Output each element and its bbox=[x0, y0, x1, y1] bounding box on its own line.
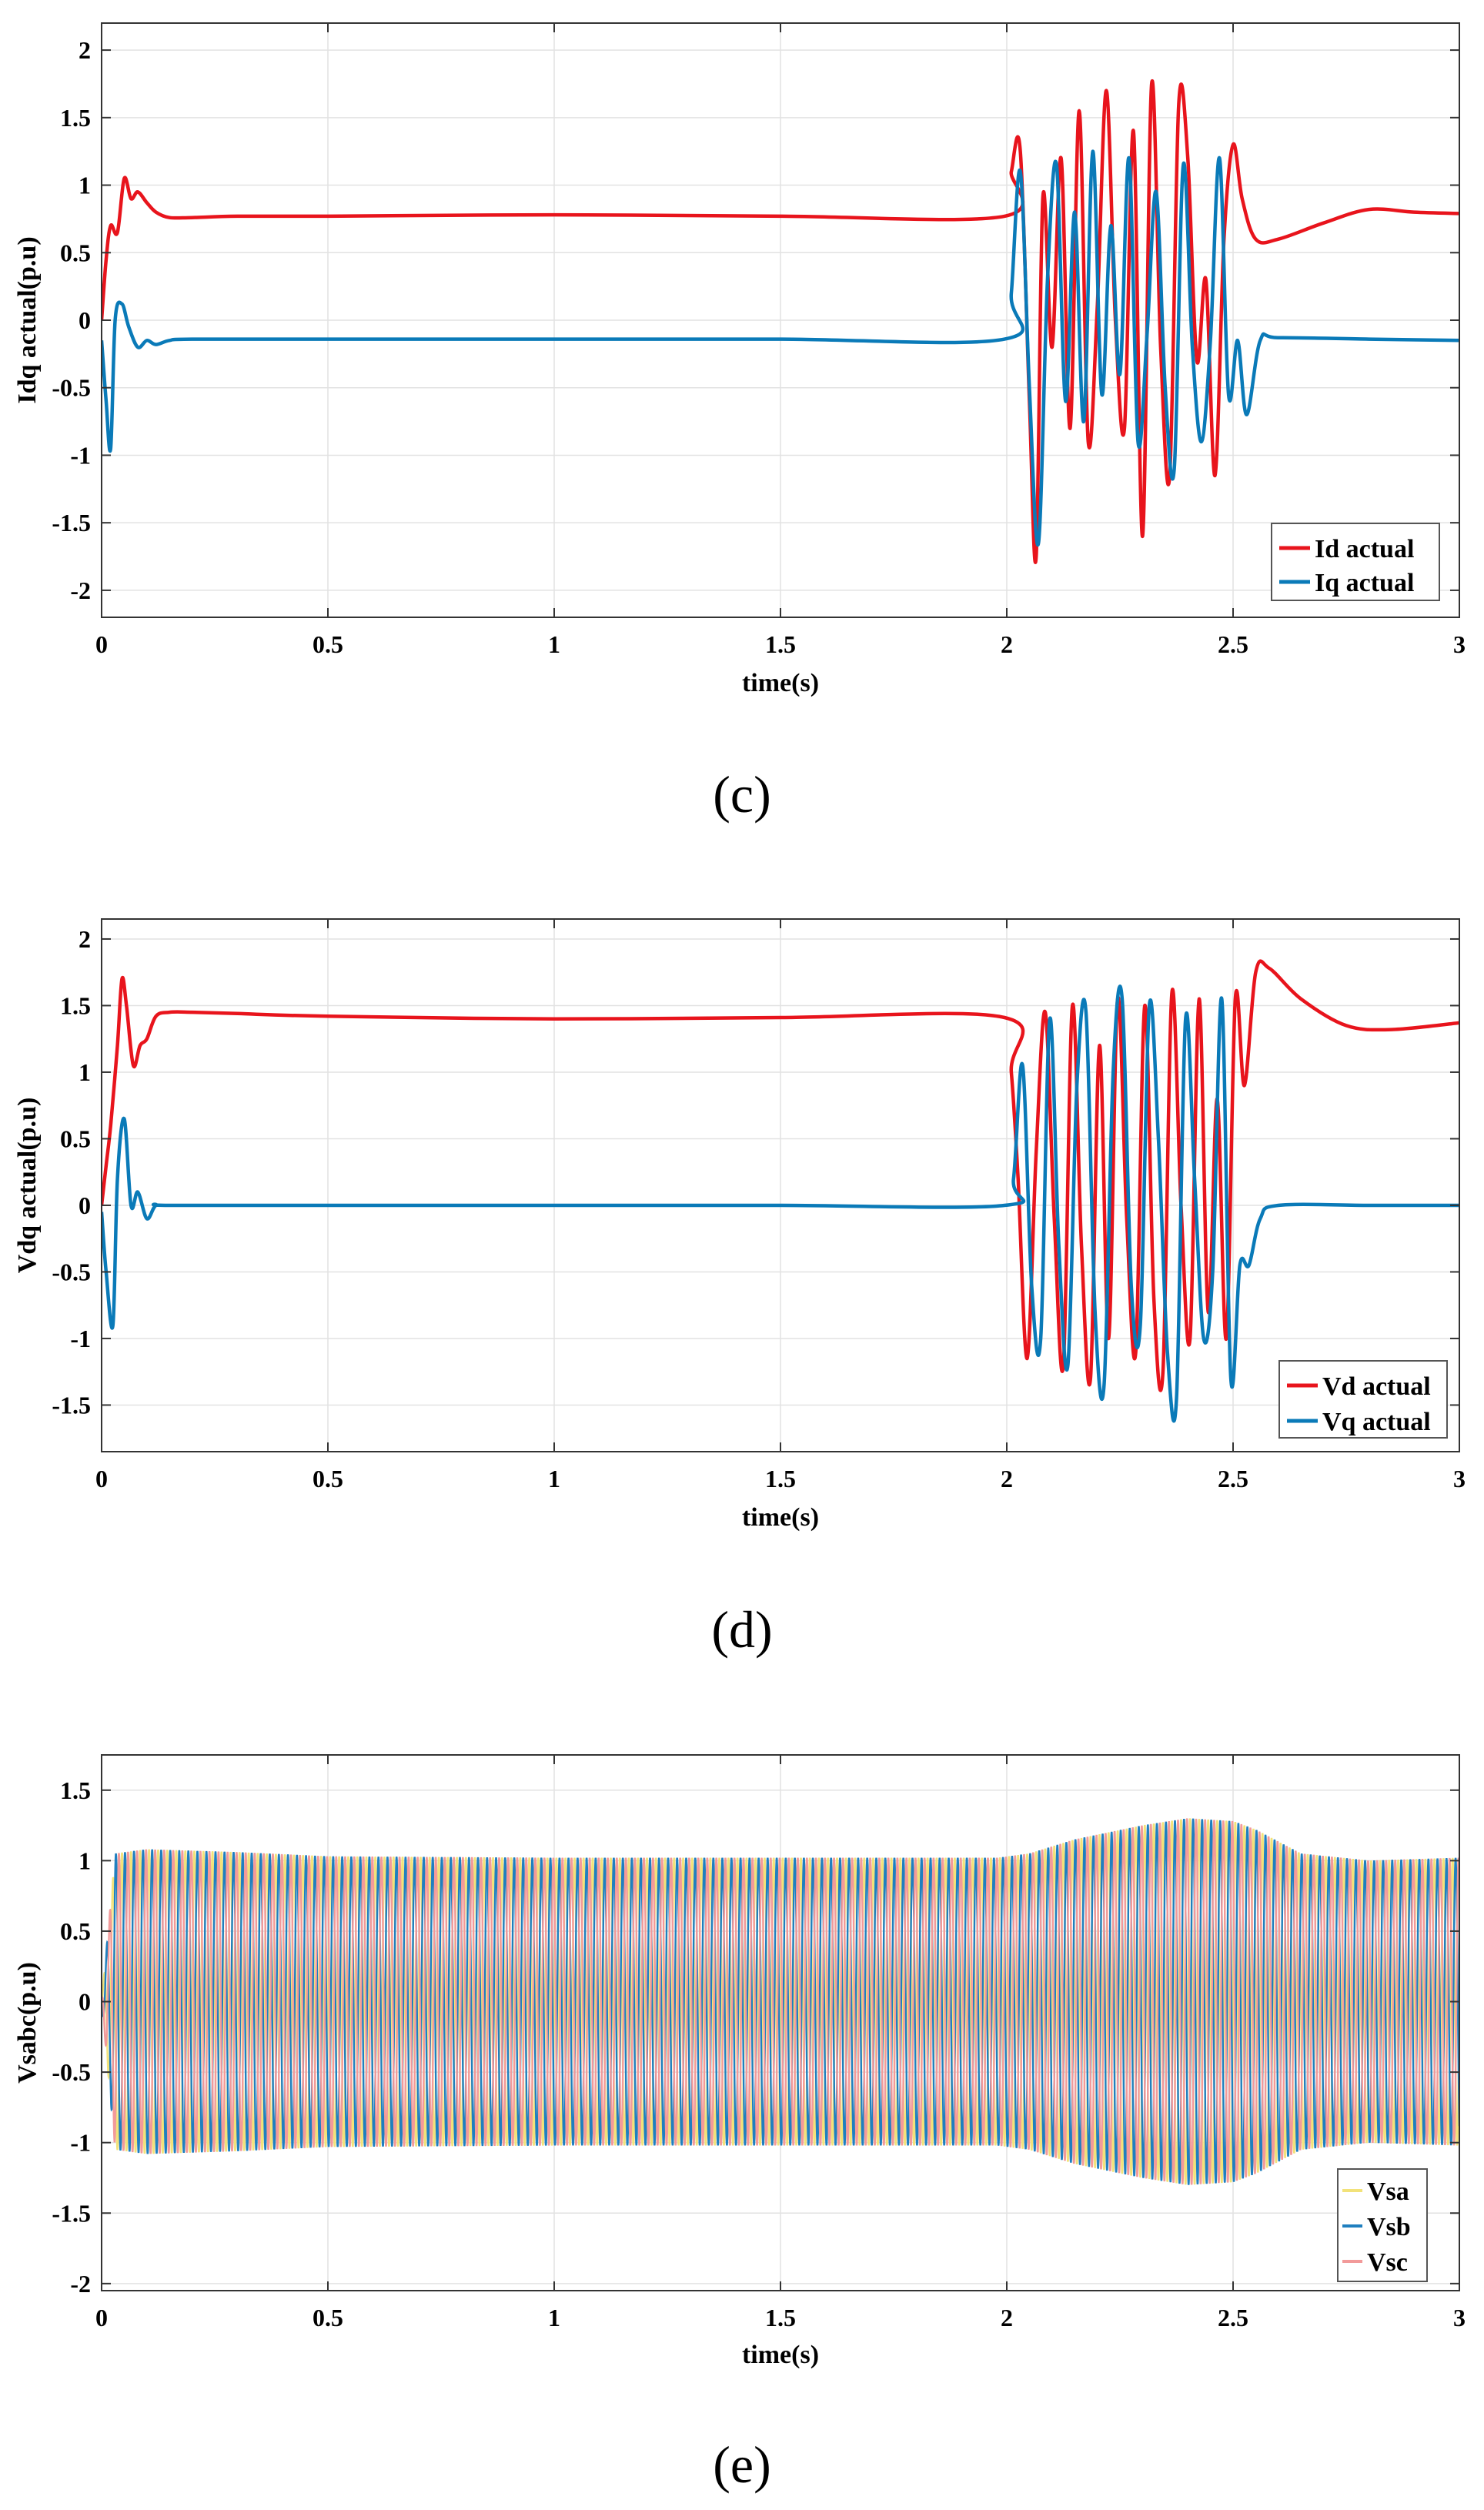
panel-c-xtick-label: 1.5 bbox=[765, 630, 796, 658]
panel-c-xlabel: time(s) bbox=[742, 669, 819, 697]
panel-e-ytick-label: 1.5 bbox=[60, 1776, 91, 1804]
panel-d-xtick-label: 0.5 bbox=[313, 1465, 343, 1492]
panel-e-caption: (e) bbox=[713, 2435, 770, 2494]
panel-d-legend-label-vq: Vq actual bbox=[1322, 1408, 1431, 1436]
panel-e-ytick-label: 1 bbox=[79, 1847, 91, 1874]
panel-e-xtick-label: 2 bbox=[1001, 2304, 1013, 2331]
panel-c-xtick-label: 0.5 bbox=[313, 630, 343, 658]
panel-c-xtick-label: 3 bbox=[1453, 630, 1466, 658]
panel-c-ytick-label: -2 bbox=[70, 577, 91, 604]
panel-d-ticks: 0 0.5 1 1.5 2 2.5 3 -1.5 -1 -0.5 0 0.5 1 1.5 2 bbox=[52, 919, 1466, 1492]
panel-c-xtick-label: 2.5 bbox=[1218, 630, 1248, 658]
panel-e-xtick-label: 1 bbox=[548, 2304, 560, 2331]
panel-c-xtick-label: 2 bbox=[1001, 630, 1013, 658]
panel-d-ytick-label: -1 bbox=[70, 1325, 91, 1352]
panel-e-ytick-label: -1 bbox=[70, 2129, 91, 2157]
panel-c: 0 0.5 1 1.5 2 2.5 3 -2 -1.5 -1 -0.5 0 0.5 1 1.5 2 time(… bbox=[13, 22, 1466, 697]
panel-d-ytick-label: -1.5 bbox=[52, 1391, 91, 1419]
panel-e-legend-label-vsa: Vsa bbox=[1367, 2177, 1409, 2206]
panel-d-xtick-label: 0 bbox=[95, 1465, 108, 1492]
panel-d-ylabel: Vdq actual(p.u) bbox=[13, 1098, 42, 1274]
panel-e-ytick-label: 0 bbox=[79, 1988, 91, 2016]
panel-c-ytick-label: 1 bbox=[79, 172, 91, 199]
panel-c-caption: (c) bbox=[713, 765, 770, 824]
panel-d-legend-label-vd: Vd actual bbox=[1322, 1372, 1431, 1401]
panel-d-xtick-label: 3 bbox=[1453, 1465, 1466, 1492]
panel-c-ytick-label: 2 bbox=[79, 36, 91, 64]
panel-d-xtick-label: 2.5 bbox=[1218, 1465, 1248, 1492]
panel-e-ytick-label: -0.5 bbox=[52, 2058, 91, 2086]
panel-c-ytick-label: -1.5 bbox=[52, 509, 91, 536]
panel-e-ytick-label: 0.5 bbox=[60, 1917, 91, 1945]
panel-d-series bbox=[102, 959, 1459, 1423]
panel-e-series-vsc bbox=[102, 1818, 1459, 2185]
panel-c-ytick-label: -0.5 bbox=[52, 374, 91, 402]
panel-c-series-iq-actual bbox=[102, 149, 1459, 547]
panel-c-ytick-label: 1.5 bbox=[60, 104, 91, 132]
panel-c-legend-label-id: Id actual bbox=[1315, 535, 1414, 563]
panel-e-ytick-label: -2 bbox=[70, 2270, 91, 2298]
panel-d-xtick-label: 1 bbox=[548, 1465, 560, 1492]
panel-d-xtick-label: 1.5 bbox=[765, 1465, 796, 1492]
panel-c-legend-box bbox=[1271, 523, 1440, 601]
panel-d-legend: Vd actual Vq actual bbox=[1278, 1360, 1448, 1439]
panel-c-ytick-label: -1 bbox=[70, 441, 91, 469]
panel-e-xlabel: time(s) bbox=[742, 2341, 819, 2369]
panel-e-xtick-label: 1.5 bbox=[765, 2304, 796, 2331]
panel-e: 0 0.5 1 1.5 2 2.5 3 -2 -1.5 -1 -0.5 0 0.5 1 1.5 time(s… bbox=[13, 1754, 1466, 2369]
panel-d-ytick-label: 0 bbox=[79, 1191, 91, 1219]
panel-c-legend-label-iq: Iq actual bbox=[1315, 569, 1414, 597]
panel-e-ytick-label: -1.5 bbox=[52, 2199, 91, 2227]
panel-e-legend-label-vsb: Vsb bbox=[1367, 2213, 1411, 2241]
panel-c-series bbox=[102, 79, 1459, 564]
panel-d-series-vq-actual bbox=[102, 984, 1459, 1423]
panel-d: 0 0.5 1 1.5 2 2.5 3 -1.5 -1 -0.5 0 0.5 1 1.5 2 time(s)… bbox=[13, 918, 1466, 1532]
panel-e-series bbox=[102, 1818, 1459, 2185]
panel-c-ticks: 0 0.5 1 1.5 2 2.5 3 -2 -1.5 -1 -0.5 0 0.5 1 1.5 2 bbox=[52, 23, 1466, 658]
panel-e-xtick-label: 3 bbox=[1453, 2304, 1466, 2331]
panel-d-ytick-label: 1.5 bbox=[60, 991, 91, 1019]
panel-c-ylabel: Idq actual(p.u) bbox=[13, 236, 42, 403]
panel-d-ytick-label: 2 bbox=[79, 925, 91, 953]
panel-c-ytick-label: 0 bbox=[79, 306, 91, 334]
panel-e-xtick-label: 0.5 bbox=[313, 2304, 343, 2331]
panel-d-ytick-label: 1 bbox=[79, 1058, 91, 1086]
panel-d-series-vd-actual bbox=[102, 959, 1459, 1392]
panel-c-legend: Id actual Iq actual bbox=[1271, 523, 1440, 601]
panel-d-legend-box bbox=[1278, 1360, 1448, 1439]
panel-d-caption: (d) bbox=[711, 1600, 772, 1659]
panel-e-xtick-label: 0 bbox=[95, 2304, 108, 2331]
panel-e-series-vsb bbox=[102, 1818, 1459, 2185]
panel-e-series-vsa bbox=[102, 1818, 1459, 2185]
panel-e-ylabel: Vsabc(p.u) bbox=[13, 1962, 42, 2084]
panel-d-xtick-label: 2 bbox=[1001, 1465, 1013, 1492]
panel-d-xlabel: time(s) bbox=[742, 1503, 819, 1532]
panel-c-xtick-label: 0 bbox=[95, 630, 108, 658]
panel-d-ytick-label: 0.5 bbox=[60, 1125, 91, 1152]
panel-d-ytick-label: -0.5 bbox=[52, 1258, 91, 1285]
panel-c-ytick-label: 0.5 bbox=[60, 239, 91, 266]
panel-e-legend-label-vsc: Vsc bbox=[1367, 2248, 1408, 2277]
panel-c-series-id-actual bbox=[102, 79, 1459, 564]
panel-c-xtick-label: 1 bbox=[548, 630, 560, 658]
panel-e-ticks: 0 0.5 1 1.5 2 2.5 3 -2 -1.5 -1 -0.5 0 0.5 1 1.5 bbox=[52, 1755, 1466, 2331]
panel-e-xtick-label: 2.5 bbox=[1218, 2304, 1248, 2331]
panel-e-legend: Vsa Vsb Vsc bbox=[1337, 2168, 1428, 2282]
